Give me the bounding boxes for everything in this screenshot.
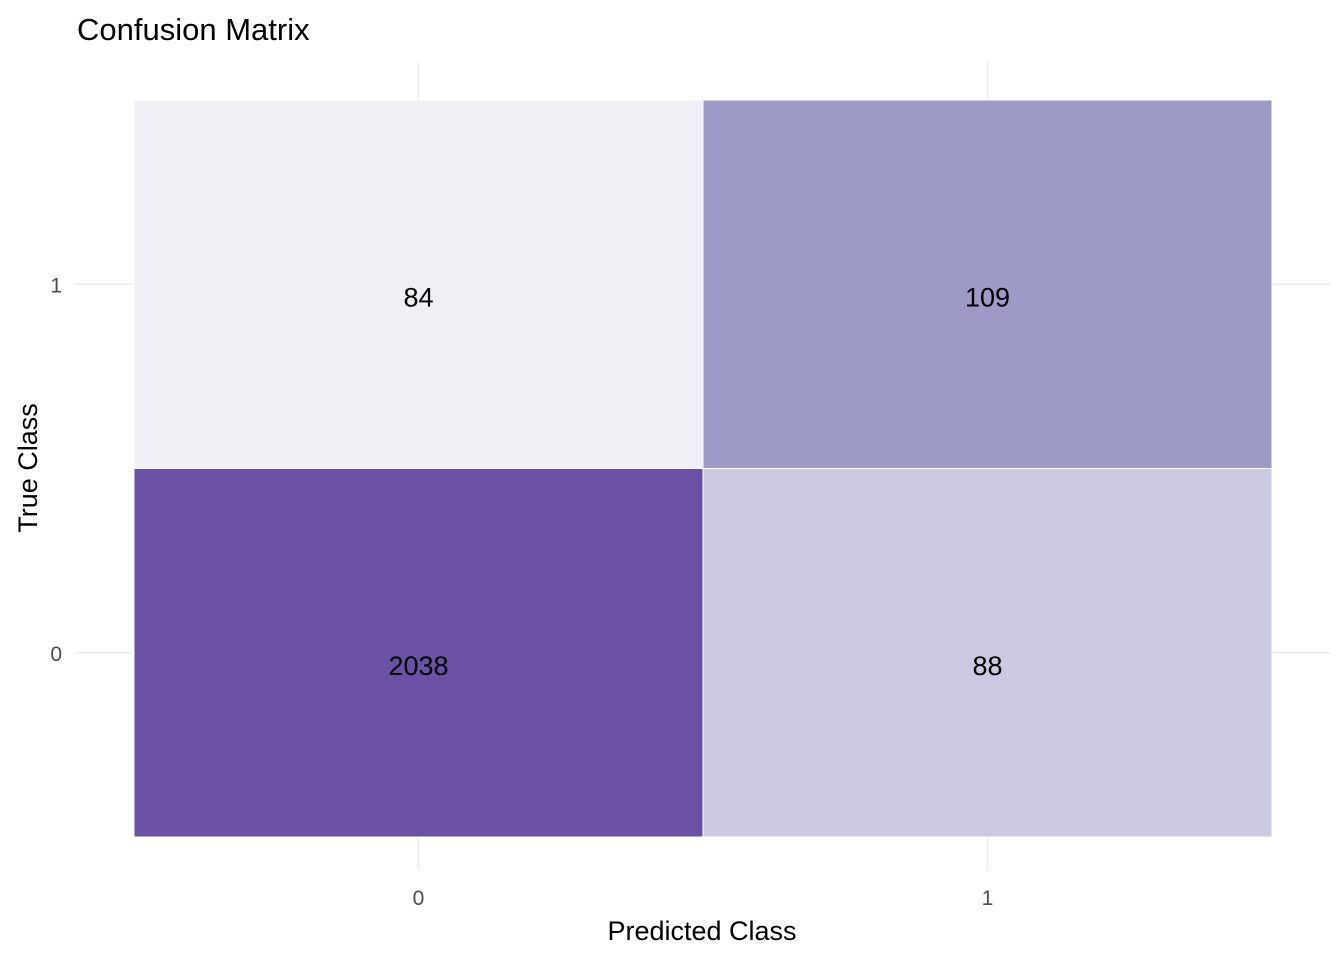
heatmap-cell xyxy=(702,468,1273,838)
y-axis-title: True Class xyxy=(13,403,43,533)
chart-title: Confusion Matrix xyxy=(77,12,310,47)
cell-value-label: 109 xyxy=(965,282,1010,312)
cell-value-label: 84 xyxy=(403,282,433,312)
cell-value-label: 88 xyxy=(972,651,1002,681)
heatmap-cells xyxy=(133,99,1273,838)
heatmap-cell xyxy=(133,468,704,838)
x-tick-label: 0 xyxy=(413,887,425,910)
cell-value-label: 2038 xyxy=(388,651,448,681)
x-axis-title: Predicted Class xyxy=(607,916,796,946)
y-tick-label: 1 xyxy=(50,274,62,297)
cell-labels: 84 109 2038 88 xyxy=(388,282,1010,681)
y-axis-ticks: 01 xyxy=(50,274,62,666)
heatmap-cell xyxy=(702,99,1273,469)
x-tick-label: 1 xyxy=(982,887,994,910)
y-tick-label: 0 xyxy=(50,643,62,666)
